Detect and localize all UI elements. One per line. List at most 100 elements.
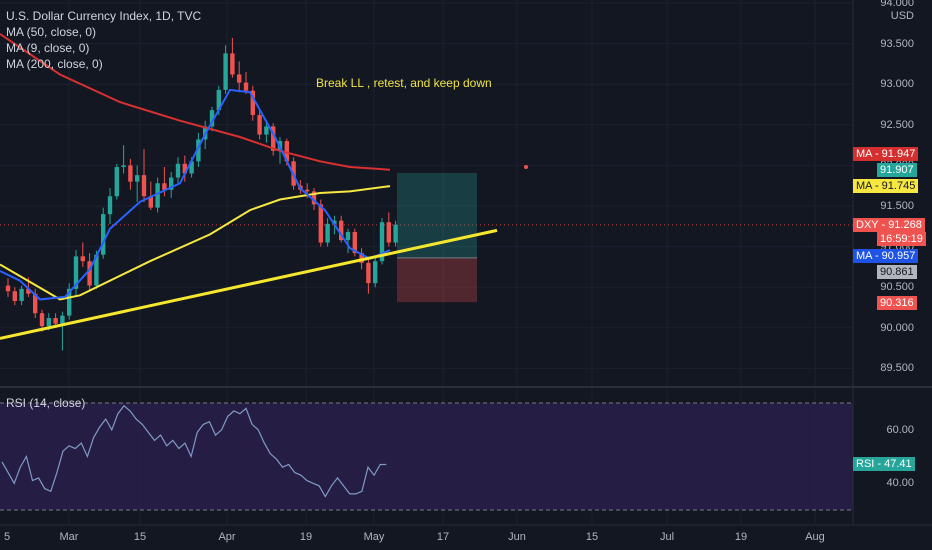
candle-body [67, 288, 72, 316]
time-tick: Jun [508, 531, 526, 543]
ma50-badge: MA - 91.745 [853, 179, 919, 193]
price-tick: 94.000 [880, 0, 914, 9]
rsi-tick: 60.00 [886, 423, 914, 436]
candle-body [94, 254, 99, 286]
candle-body [359, 253, 364, 263]
profit-zone [397, 172, 477, 258]
ma200-badge: MA - 91.947 [853, 147, 919, 161]
candle-body [39, 313, 45, 327]
candle-body [223, 53, 228, 90]
ma50-line [0, 185, 391, 301]
price-scale[interactable]: USD 94.00093.50093.00092.50092.00091.500… [853, 0, 932, 524]
price-tick: 89.500 [880, 362, 914, 375]
candle-body [53, 318, 58, 324]
time-tick: Mar [59, 531, 79, 543]
candle-body [196, 139, 201, 162]
candle-body [73, 256, 79, 289]
ma9-line [0, 88, 391, 301]
rsi-line [1, 404, 387, 498]
candle-body [101, 214, 106, 255]
dxy-price-badge: DXY - 91.268 [853, 218, 925, 232]
candle-body [169, 177, 174, 190]
candle-body [257, 115, 262, 135]
chart-legend: U.S. Dollar Currency Index, 1D, TVC MA (… [6, 8, 201, 72]
entry-badge: 90.861 [877, 265, 917, 279]
candle-body [114, 167, 119, 197]
rsi-band [0, 403, 853, 510]
time-tick: 19 [299, 531, 313, 543]
ma9-legend[interactable]: MA (9, close, 0) [6, 41, 90, 55]
loss-zone [397, 257, 477, 303]
candle-body [379, 222, 385, 262]
candle-body [135, 175, 140, 182]
symbol-title[interactable]: U.S. Dollar Currency Index, 1D, TVC [6, 9, 202, 23]
candle-body [148, 196, 153, 208]
candle-body [243, 82, 249, 91]
candle-body [393, 224, 398, 243]
rsi-tick: 40.00 [886, 477, 914, 490]
ma9-badge: MA - 90.957 [853, 249, 919, 263]
ma50-legend[interactable]: MA (50, close, 0) [6, 25, 97, 39]
candle-body [332, 220, 337, 224]
price-tick: 92.500 [880, 118, 914, 131]
candle-body [155, 183, 160, 208]
short-position-tool[interactable] [397, 172, 477, 303]
candle-body [264, 126, 269, 135]
time-tick: 15 [585, 531, 599, 543]
candle-body [33, 293, 38, 314]
time-tick: May [363, 531, 385, 543]
candle-body [189, 161, 194, 174]
rsi-legend[interactable]: RSI (14, close) [6, 396, 86, 410]
rsi-badge: RSI - 47.41 [853, 457, 915, 471]
candle-body [373, 261, 378, 284]
candle-body [284, 141, 289, 162]
time-tick: Aug [805, 531, 825, 543]
price-tick: 91.500 [880, 200, 914, 212]
marker-dot [524, 165, 528, 170]
candle-body [107, 196, 113, 215]
price-tick: 90.000 [880, 321, 914, 334]
stop-badge: 90.316 [877, 296, 917, 310]
currency-unit: USD [890, 10, 914, 22]
candle-body [271, 126, 276, 151]
target-badge: 91.907 [877, 163, 917, 177]
candle-body [209, 110, 215, 127]
time-tick: 19 [734, 531, 748, 543]
support-trendline[interactable] [0, 228, 498, 340]
candle-body [80, 256, 85, 262]
time-tick: Apr [218, 531, 236, 543]
candle-body [162, 183, 167, 190]
candle-body [12, 291, 17, 302]
candle-body [26, 288, 31, 294]
countdown-badge: 16:59:19 [877, 232, 926, 246]
candle-body [237, 74, 242, 83]
time-tick: 5 [4, 531, 11, 543]
candle-body [60, 315, 65, 324]
candle-body [366, 262, 371, 284]
candle-body [19, 288, 24, 302]
time-axis[interactable]: 5 Mar 15 Apr 19 May 17 Jun 15 Jul 19 Aug [0, 526, 853, 550]
candle-body [305, 189, 310, 192]
candle-body [318, 204, 323, 243]
price-tick: 93.000 [880, 78, 914, 91]
candle-body [230, 53, 235, 75]
candle-body [250, 90, 255, 116]
candle-body [339, 220, 344, 241]
candle-body [216, 89, 221, 111]
candle-body [5, 285, 11, 292]
candle-body [46, 318, 51, 327]
candle-body [121, 165, 126, 168]
candle-body [87, 261, 92, 286]
candle-body [128, 165, 133, 182]
time-tick: 15 [133, 531, 147, 543]
candle-body [345, 231, 351, 241]
candle-body [386, 222, 391, 243]
price-tick: 93.500 [880, 37, 914, 50]
price-tick: 90.500 [880, 281, 914, 294]
ma200-legend[interactable]: MA (200, close, 0) [6, 57, 103, 71]
time-tick: Jul [659, 531, 675, 543]
text-annotation[interactable]: Break LL , retest, and keep down [316, 76, 492, 90]
candle-body [141, 175, 147, 197]
candle-body [182, 163, 187, 174]
